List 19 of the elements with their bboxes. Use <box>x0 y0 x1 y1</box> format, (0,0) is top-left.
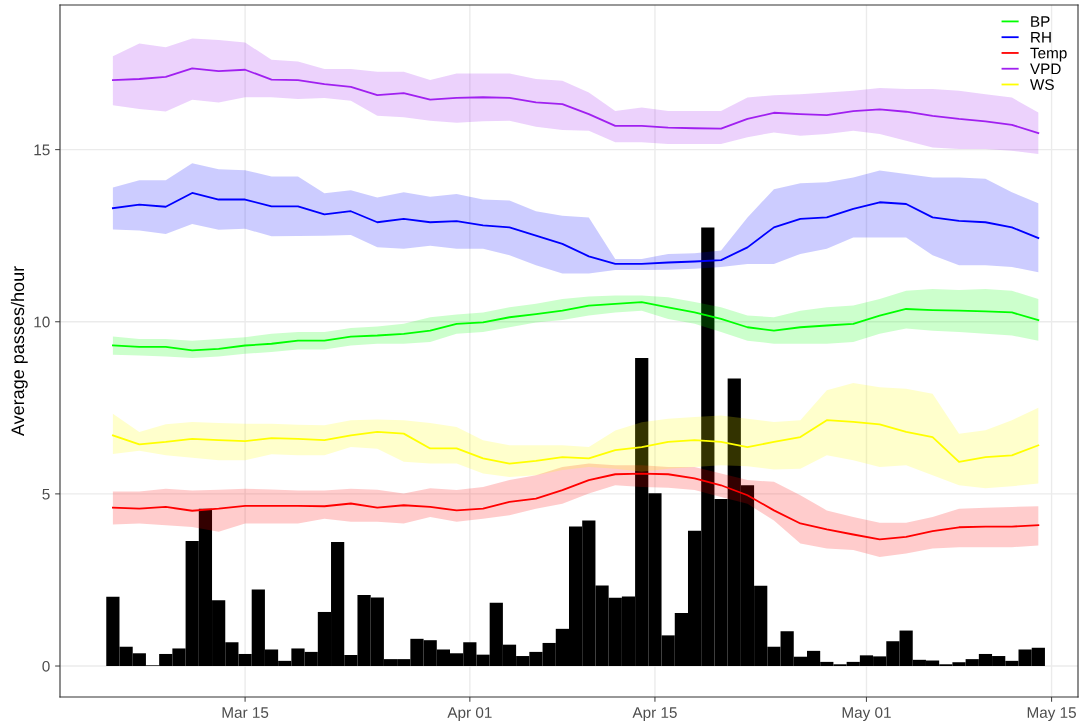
x-tick-label: Apr 01 <box>447 707 492 721</box>
x-tick-label: Apr 15 <box>632 707 677 721</box>
x-tick-label: Mar 15 <box>222 707 269 718</box>
legend-label: RH <box>1031 32 1051 43</box>
y-tick-label: 10 <box>34 316 50 328</box>
line-series <box>111 419 1040 465</box>
line-series <box>111 472 1040 541</box>
line-series <box>111 192 1040 265</box>
x-tick-label: May 15 <box>1027 707 1076 721</box>
y-tick-label: 15 <box>34 144 50 156</box>
legend-label: VPD <box>1030 63 1061 75</box>
y-axis-title: Average passes/hour <box>10 266 28 437</box>
legend-label: WS <box>1030 79 1054 90</box>
line-series <box>111 301 1040 352</box>
legend-label: BP <box>1031 16 1050 27</box>
legend-label: Temp <box>1030 47 1067 62</box>
y-tick-label: 0 <box>42 660 50 672</box>
y-tick-label: 5 <box>42 488 50 500</box>
x-tick-label: May 01 <box>842 707 891 721</box>
